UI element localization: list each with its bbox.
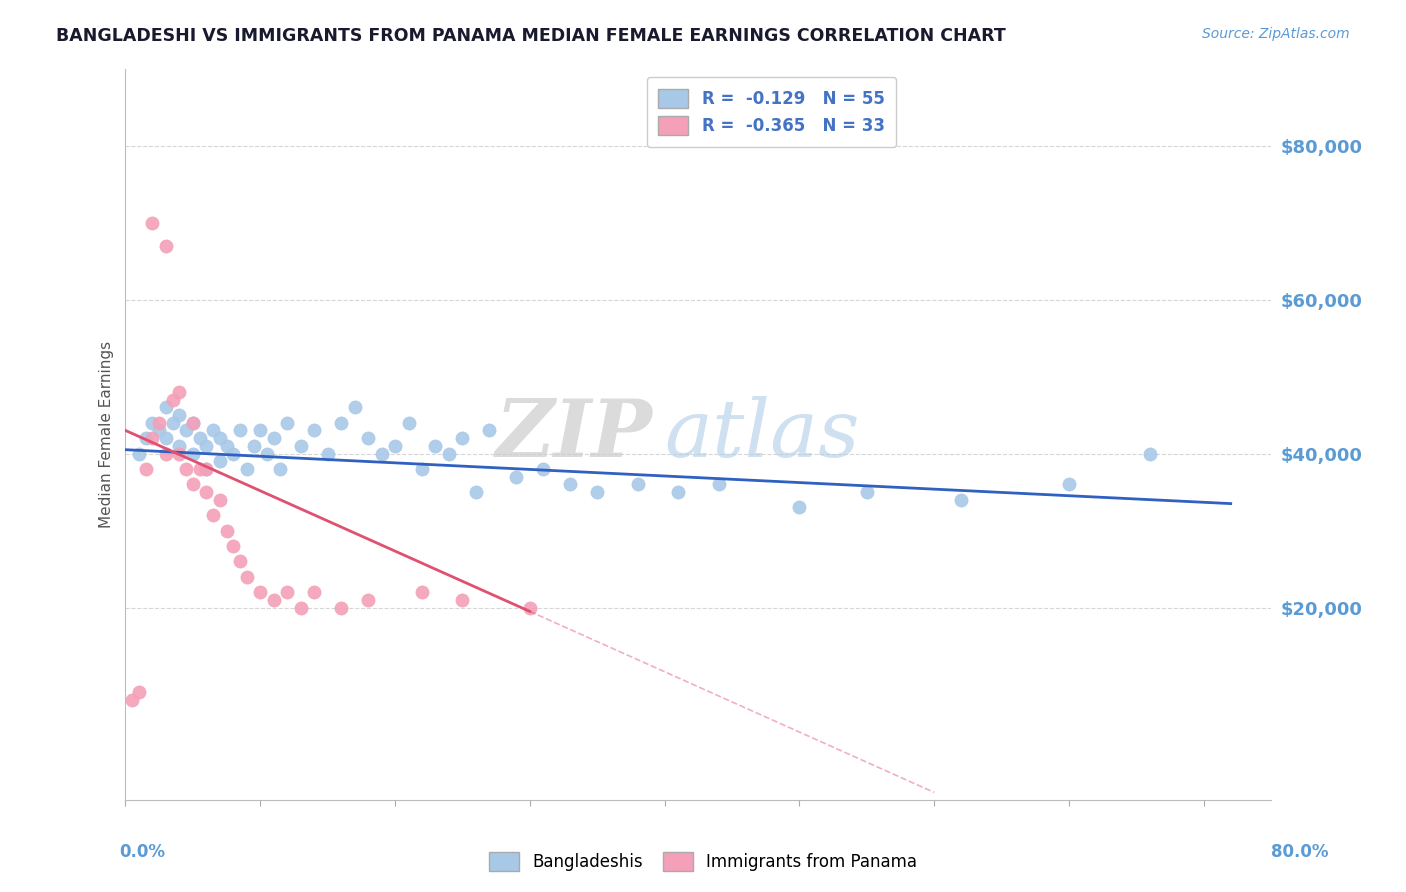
Text: atlas: atlas <box>664 395 859 473</box>
Point <box>519 600 541 615</box>
Point <box>181 477 204 491</box>
Point <box>330 416 353 430</box>
Point <box>451 592 474 607</box>
Point <box>666 485 689 500</box>
Point <box>174 424 197 438</box>
Text: BANGLADESHI VS IMMIGRANTS FROM PANAMA MEDIAN FEMALE EARNINGS CORRELATION CHART: BANGLADESHI VS IMMIGRANTS FROM PANAMA ME… <box>56 27 1005 45</box>
Point <box>202 424 225 438</box>
Point <box>263 431 285 445</box>
Point <box>316 446 339 460</box>
Point <box>229 554 252 568</box>
Point <box>155 238 177 252</box>
Point <box>222 539 245 553</box>
Point <box>855 485 877 500</box>
Point <box>195 485 218 500</box>
Point <box>236 570 259 584</box>
Point <box>169 408 191 422</box>
Point <box>155 401 177 415</box>
Point <box>208 454 231 468</box>
Point <box>202 508 225 523</box>
Point <box>290 439 312 453</box>
Point <box>181 446 204 460</box>
Point <box>188 431 211 445</box>
Point <box>155 431 177 445</box>
Point <box>169 384 191 399</box>
Point <box>195 462 218 476</box>
Point <box>162 416 184 430</box>
Point <box>215 524 238 538</box>
Point <box>276 585 298 599</box>
Point <box>276 416 298 430</box>
Point <box>302 585 325 599</box>
Point <box>135 462 157 476</box>
Point <box>478 424 501 438</box>
Point <box>222 446 245 460</box>
Point <box>627 477 650 491</box>
Text: ZIP: ZIP <box>495 395 652 473</box>
Point <box>464 485 486 500</box>
Point <box>425 439 447 453</box>
Point <box>357 431 380 445</box>
Legend: R =  -0.129   N = 55, R =  -0.365   N = 33: R = -0.129 N = 55, R = -0.365 N = 33 <box>647 77 896 147</box>
Point <box>249 424 271 438</box>
Point <box>181 416 204 430</box>
Point <box>169 439 191 453</box>
Point <box>169 446 191 460</box>
Point <box>141 416 163 430</box>
Point <box>236 462 259 476</box>
Point <box>208 431 231 445</box>
Point <box>148 424 170 438</box>
Point <box>1057 477 1080 491</box>
Y-axis label: Median Female Earnings: Median Female Earnings <box>100 341 114 528</box>
Point <box>208 492 231 507</box>
Point <box>249 585 271 599</box>
Text: 0.0%: 0.0% <box>120 843 166 861</box>
Point <box>411 462 433 476</box>
Point <box>384 439 406 453</box>
Point <box>950 492 973 507</box>
Point <box>162 392 184 407</box>
Point <box>256 446 278 460</box>
Point <box>789 500 811 515</box>
Point <box>174 462 197 476</box>
Point <box>121 693 143 707</box>
Point <box>141 431 163 445</box>
Point <box>128 446 150 460</box>
Point <box>505 469 527 483</box>
Point <box>586 485 609 500</box>
Point <box>1139 446 1161 460</box>
Point <box>370 446 392 460</box>
Point <box>195 439 218 453</box>
Point <box>707 477 730 491</box>
Text: 80.0%: 80.0% <box>1271 843 1329 861</box>
Point <box>148 416 170 430</box>
Point <box>290 600 312 615</box>
Point <box>357 592 380 607</box>
Point <box>302 424 325 438</box>
Point <box>155 446 177 460</box>
Point <box>531 462 554 476</box>
Legend: Bangladeshis, Immigrants from Panama: Bangladeshis, Immigrants from Panama <box>481 843 925 880</box>
Point <box>343 401 366 415</box>
Point <box>330 600 353 615</box>
Point <box>437 446 460 460</box>
Point <box>451 431 474 445</box>
Point <box>215 439 238 453</box>
Point <box>263 592 285 607</box>
Point <box>128 685 150 699</box>
Point <box>560 477 582 491</box>
Point <box>195 462 218 476</box>
Point <box>269 462 291 476</box>
Text: Source: ZipAtlas.com: Source: ZipAtlas.com <box>1202 27 1350 41</box>
Point <box>188 462 211 476</box>
Point <box>242 439 264 453</box>
Point <box>398 416 420 430</box>
Point <box>229 424 252 438</box>
Point <box>181 416 204 430</box>
Point <box>135 431 157 445</box>
Point <box>411 585 433 599</box>
Point <box>141 215 163 229</box>
